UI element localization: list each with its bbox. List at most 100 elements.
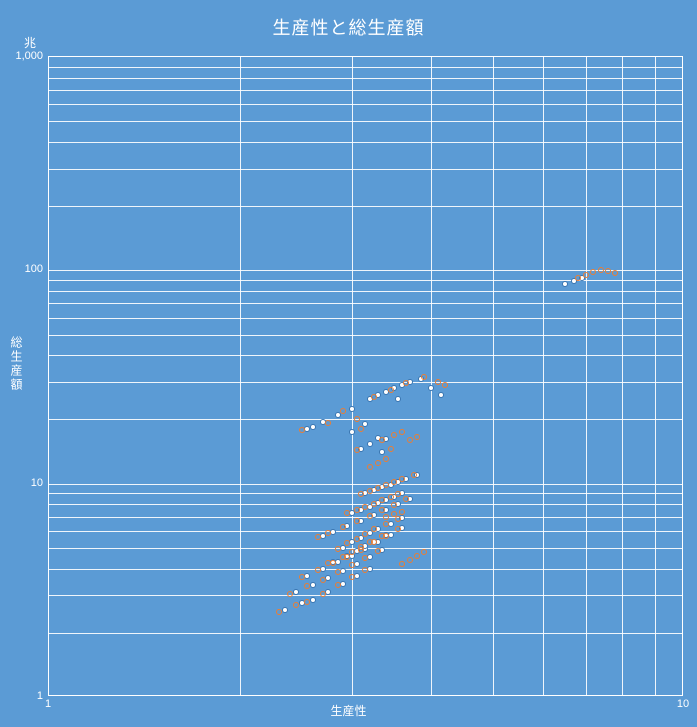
grid-line-h xyxy=(49,206,682,207)
grid-line-v xyxy=(586,57,587,695)
data-point xyxy=(320,566,326,572)
grid-line-h xyxy=(49,280,682,281)
scatter-chart: 生産性と総生産額 兆 総生産額 生産性 1101001,000110 xyxy=(0,0,697,727)
data-point xyxy=(367,488,373,494)
data-point xyxy=(358,491,364,497)
data-point xyxy=(391,479,397,485)
data-point xyxy=(605,268,611,274)
data-point xyxy=(407,557,413,563)
x-tick-label: 1 xyxy=(45,698,51,710)
data-point xyxy=(395,491,401,497)
data-point xyxy=(367,513,373,519)
data-point xyxy=(335,569,341,575)
data-point xyxy=(325,560,331,566)
grid-line-v xyxy=(543,57,544,695)
data-point xyxy=(375,548,381,554)
grid-line-h xyxy=(49,78,682,79)
data-point xyxy=(287,591,293,597)
data-point xyxy=(310,424,316,430)
data-point xyxy=(383,521,389,527)
grid-line-h xyxy=(49,67,682,68)
data-point xyxy=(349,406,355,412)
data-point xyxy=(354,507,360,513)
data-point xyxy=(388,387,394,393)
data-point xyxy=(379,449,385,455)
data-point xyxy=(407,437,413,443)
data-point xyxy=(354,536,360,542)
data-point xyxy=(583,272,589,278)
data-point xyxy=(335,582,341,588)
data-point xyxy=(367,441,373,447)
data-point xyxy=(340,554,346,560)
data-point xyxy=(349,574,355,580)
data-point xyxy=(367,464,373,470)
data-point xyxy=(293,589,299,595)
data-point xyxy=(340,408,346,414)
grid-line-v xyxy=(352,57,353,695)
data-point xyxy=(371,394,377,400)
data-point xyxy=(399,429,405,435)
data-point xyxy=(354,447,360,453)
data-point xyxy=(403,380,409,386)
data-point xyxy=(379,533,385,539)
data-point xyxy=(598,267,604,273)
plot-area xyxy=(48,56,683,696)
data-point xyxy=(375,460,381,466)
data-point xyxy=(304,573,310,579)
grid-line-h xyxy=(49,121,682,122)
grid-line-h xyxy=(49,318,682,319)
data-point xyxy=(299,427,305,433)
y-axis-unit: 兆 xyxy=(24,34,36,51)
data-point xyxy=(399,509,405,515)
data-point xyxy=(379,437,385,443)
grid-line-h xyxy=(49,291,682,292)
data-point xyxy=(371,526,377,532)
data-point xyxy=(395,396,401,402)
data-point xyxy=(414,553,420,559)
data-point xyxy=(391,432,397,438)
grid-line-h xyxy=(49,382,682,383)
data-point xyxy=(335,546,341,552)
data-point xyxy=(383,514,389,520)
data-point xyxy=(391,511,397,517)
grid-line-v xyxy=(493,57,494,695)
grid-line-h xyxy=(49,355,682,356)
data-point xyxy=(403,496,409,502)
data-point xyxy=(325,420,331,426)
y-tick-label: 100 xyxy=(25,263,43,275)
data-point xyxy=(310,597,316,603)
grid-line-h xyxy=(49,517,682,518)
grid-line-h xyxy=(49,270,682,271)
data-point xyxy=(590,269,596,275)
grid-line-h xyxy=(49,484,682,485)
y-tick-label: 1,000 xyxy=(15,50,43,62)
data-point xyxy=(612,270,618,276)
data-point xyxy=(421,374,427,380)
data-point xyxy=(379,507,385,513)
data-point xyxy=(349,429,355,435)
data-point xyxy=(428,385,434,391)
data-point xyxy=(276,609,282,615)
data-point xyxy=(379,497,385,503)
data-point xyxy=(414,434,420,440)
data-point xyxy=(383,482,389,488)
grid-line-v xyxy=(622,57,623,695)
data-point xyxy=(371,501,377,507)
data-point xyxy=(344,540,350,546)
data-point xyxy=(362,567,368,573)
data-point xyxy=(320,591,326,597)
grid-line-h xyxy=(49,90,682,91)
data-point xyxy=(340,524,346,530)
data-point xyxy=(349,549,355,555)
data-point xyxy=(358,544,364,550)
grid-line-h xyxy=(49,633,682,634)
data-point xyxy=(299,574,305,580)
data-point xyxy=(399,476,405,482)
data-point xyxy=(383,456,389,462)
y-tick-label: 10 xyxy=(31,477,43,489)
grid-line-h xyxy=(49,169,682,170)
data-point xyxy=(442,382,448,388)
data-point xyxy=(575,275,581,281)
data-point xyxy=(362,421,368,427)
data-point xyxy=(358,426,364,432)
